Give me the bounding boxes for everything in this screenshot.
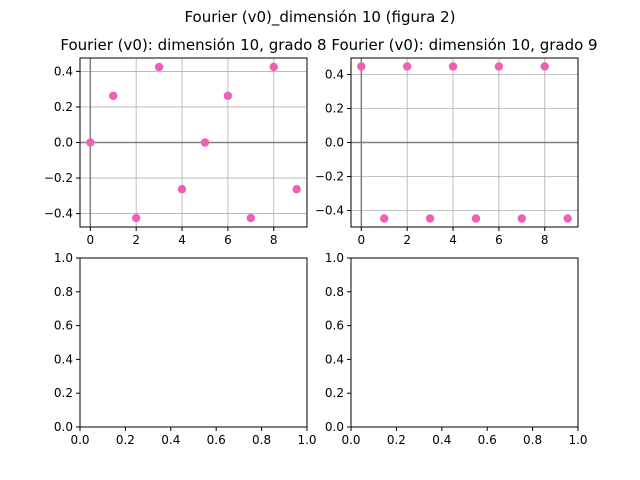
data-point: [292, 185, 301, 194]
data-point: [494, 62, 504, 71]
x-tick-label: 1.0: [568, 433, 587, 447]
axes-title: Fourier (v0): dimensión 10, grado 9: [331, 36, 597, 54]
y-tick-label: 0.2: [325, 101, 344, 115]
x-tick-label: 0.8: [523, 433, 542, 447]
data-point: [471, 214, 481, 223]
x-tick-label: 0.0: [70, 433, 89, 447]
x-tick-label: 4: [178, 233, 186, 247]
data-point: [223, 91, 233, 100]
axes-frame: [79, 257, 308, 428]
data-point: [86, 138, 95, 147]
y-tick-label: 0.6: [325, 319, 344, 333]
y-tick-label: 0.2: [325, 386, 344, 400]
x-tick-label: 0.0: [341, 433, 360, 447]
axes-layer: 0 2 4 6 8 −0.4 −0.2 0.0 0.2 0.4 Fourier (v0): dime…: [44, 36, 598, 447]
y-tick-label: 0.0: [325, 136, 344, 150]
y-tick-label: 0.4: [325, 67, 344, 81]
x-tick-label: 0.2: [387, 433, 406, 447]
data-point: [517, 214, 527, 223]
x-tick-label: 2: [403, 233, 411, 247]
data-point: [154, 62, 164, 72]
x-tick-label: 8: [541, 233, 549, 247]
y-tick-label: −0.2: [44, 171, 73, 185]
x-tick-label: 2: [132, 233, 140, 247]
y-tick-label: 0.8: [325, 285, 344, 299]
data-point: [402, 62, 412, 71]
x-tick-label: 0.6: [207, 433, 226, 447]
x-tick-label: 1.0: [297, 433, 316, 447]
x-tick-label: 6: [224, 233, 232, 247]
data-point: [448, 62, 458, 71]
y-tick-label: 0.2: [54, 386, 73, 400]
figure-suptitle: Fourier (v0)_dimensión 10 (figura 2): [184, 8, 455, 27]
axes-title: Fourier (v0): dimensión 10, grado 8: [60, 36, 326, 54]
axes-frame: [350, 257, 579, 428]
x-tick-label: 0.6: [478, 433, 497, 447]
y-tick-label: 0.4: [325, 352, 344, 366]
x-tick-label: 4: [449, 233, 457, 247]
axes-3: 0.0 0.2 0.4 0.6 0.8 1.0 0.0 0.2 0.4 0.6 0.8 1.0: [54, 251, 317, 447]
y-tick-label: 0.8: [54, 285, 73, 299]
data-point: [380, 214, 389, 223]
x-tick-label: 0.2: [116, 433, 135, 447]
y-tick-label: −0.4: [44, 207, 73, 221]
y-tick-label: 1.0: [54, 251, 73, 265]
data-point: [131, 213, 141, 223]
data-point: [109, 91, 118, 100]
x-tick-label: 8: [270, 233, 278, 247]
y-tick-label: 0.6: [54, 319, 73, 333]
x-tick-label: 0.4: [432, 433, 451, 447]
y-tick-label: 0.0: [54, 136, 73, 150]
axes-2: 0 2 4 6 8 −0.4 −0.2 0.0 0.2 0.4 Fourier (v0): dime…: [315, 36, 598, 247]
y-tick-label: −0.2: [315, 170, 344, 184]
y-tick-label: 0.4: [54, 352, 73, 366]
y-tick-label: 1.0: [325, 251, 344, 265]
data-point: [357, 62, 366, 71]
y-tick-label: 0.0: [325, 420, 344, 434]
data-point: [563, 214, 572, 223]
x-tick-label: 6: [495, 233, 503, 247]
y-tick-label: 0.2: [54, 100, 73, 114]
data-point: [246, 213, 256, 223]
axes-4: 0.0 0.2 0.4 0.6 0.8 1.0 0.0 0.2 0.4 0.6 0.8 1.0: [325, 251, 588, 447]
axes-1: 0 2 4 6 8 −0.4 −0.2 0.0 0.2 0.4 Fourier (v0): dime…: [44, 36, 327, 247]
data-point: [540, 62, 549, 71]
data-point: [269, 62, 278, 72]
data-point: [177, 185, 187, 194]
x-tick-label: 0: [357, 233, 365, 247]
y-tick-label: 0.4: [54, 64, 73, 78]
y-tick-label: 0.0: [54, 420, 73, 434]
x-tick-label: 0.4: [161, 433, 180, 447]
x-tick-label: 0.8: [252, 433, 271, 447]
x-tick-label: 0: [86, 233, 94, 247]
y-tick-label: −0.4: [315, 204, 344, 218]
data-point: [200, 138, 210, 147]
data-point: [425, 214, 435, 223]
